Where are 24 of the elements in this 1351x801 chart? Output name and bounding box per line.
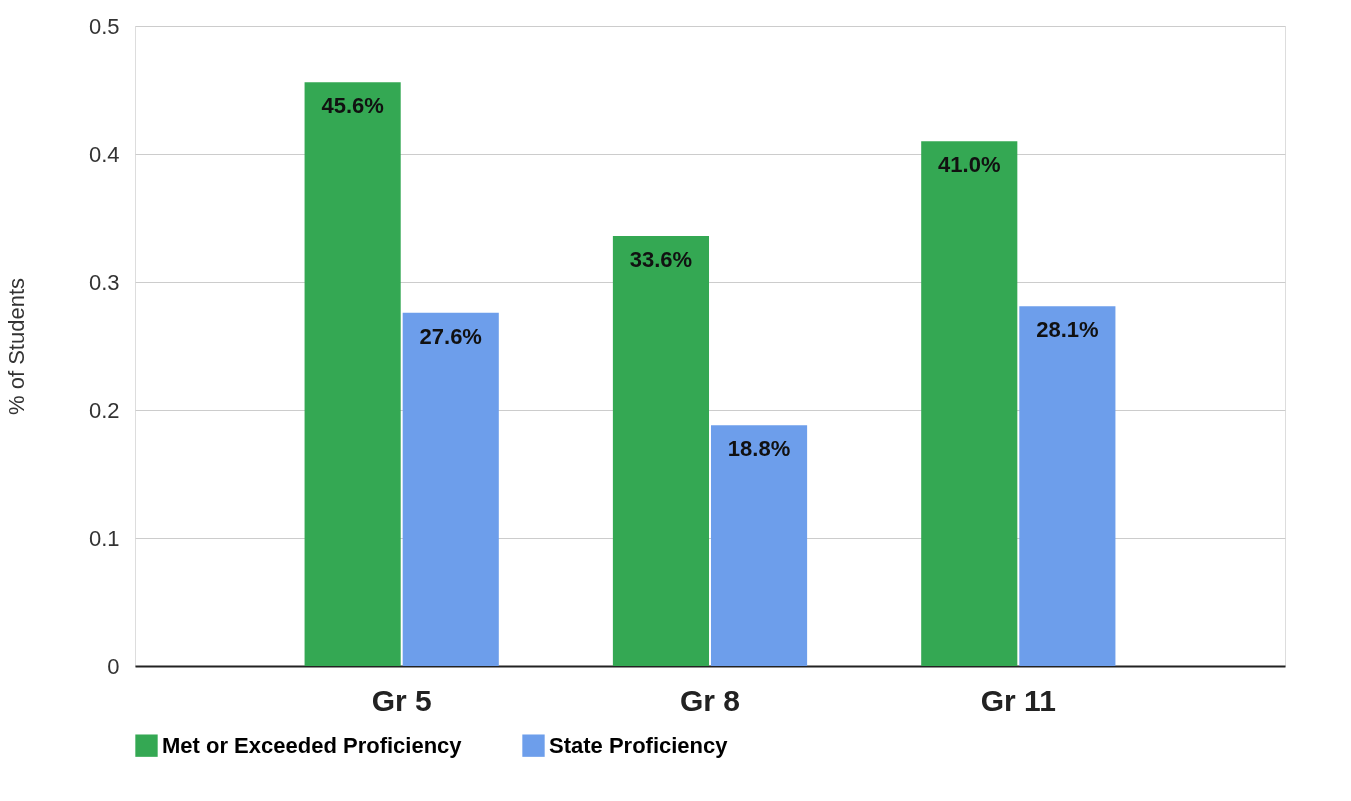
y-tick-label: 0.2 — [88, 397, 120, 423]
y-tick-label: 0.1 — [88, 525, 120, 551]
bar — [402, 312, 499, 666]
x-tick-label: Gr 8 — [679, 683, 741, 717]
data-label: 33.6% — [629, 246, 693, 272]
bar — [612, 235, 710, 666]
y-tick-label: 0.4 — [88, 141, 120, 167]
data-label: 18.8% — [727, 436, 791, 462]
y-axis-title: % of Students — [3, 278, 29, 415]
y-tick-label: 0 — [107, 653, 120, 679]
data-label: 41.0% — [938, 152, 1001, 178]
legend-label: State Proficiency — [549, 732, 729, 758]
legend-label: Met or Exceeded Proficiency — [162, 732, 463, 758]
data-label: 45.6% — [321, 93, 384, 119]
y-tick-label: 0.3 — [88, 269, 120, 295]
x-tick-label: Gr 5 — [371, 683, 432, 717]
data-label: 28.1% — [1036, 317, 1099, 343]
y-tick-label: 0.5 — [88, 13, 120, 39]
x-tick-label: Gr 11 — [980, 683, 1056, 717]
bar — [921, 141, 1018, 666]
bar — [304, 82, 401, 666]
bar — [1019, 306, 1116, 666]
data-label: 27.6% — [419, 323, 482, 349]
bar — [710, 425, 808, 666]
